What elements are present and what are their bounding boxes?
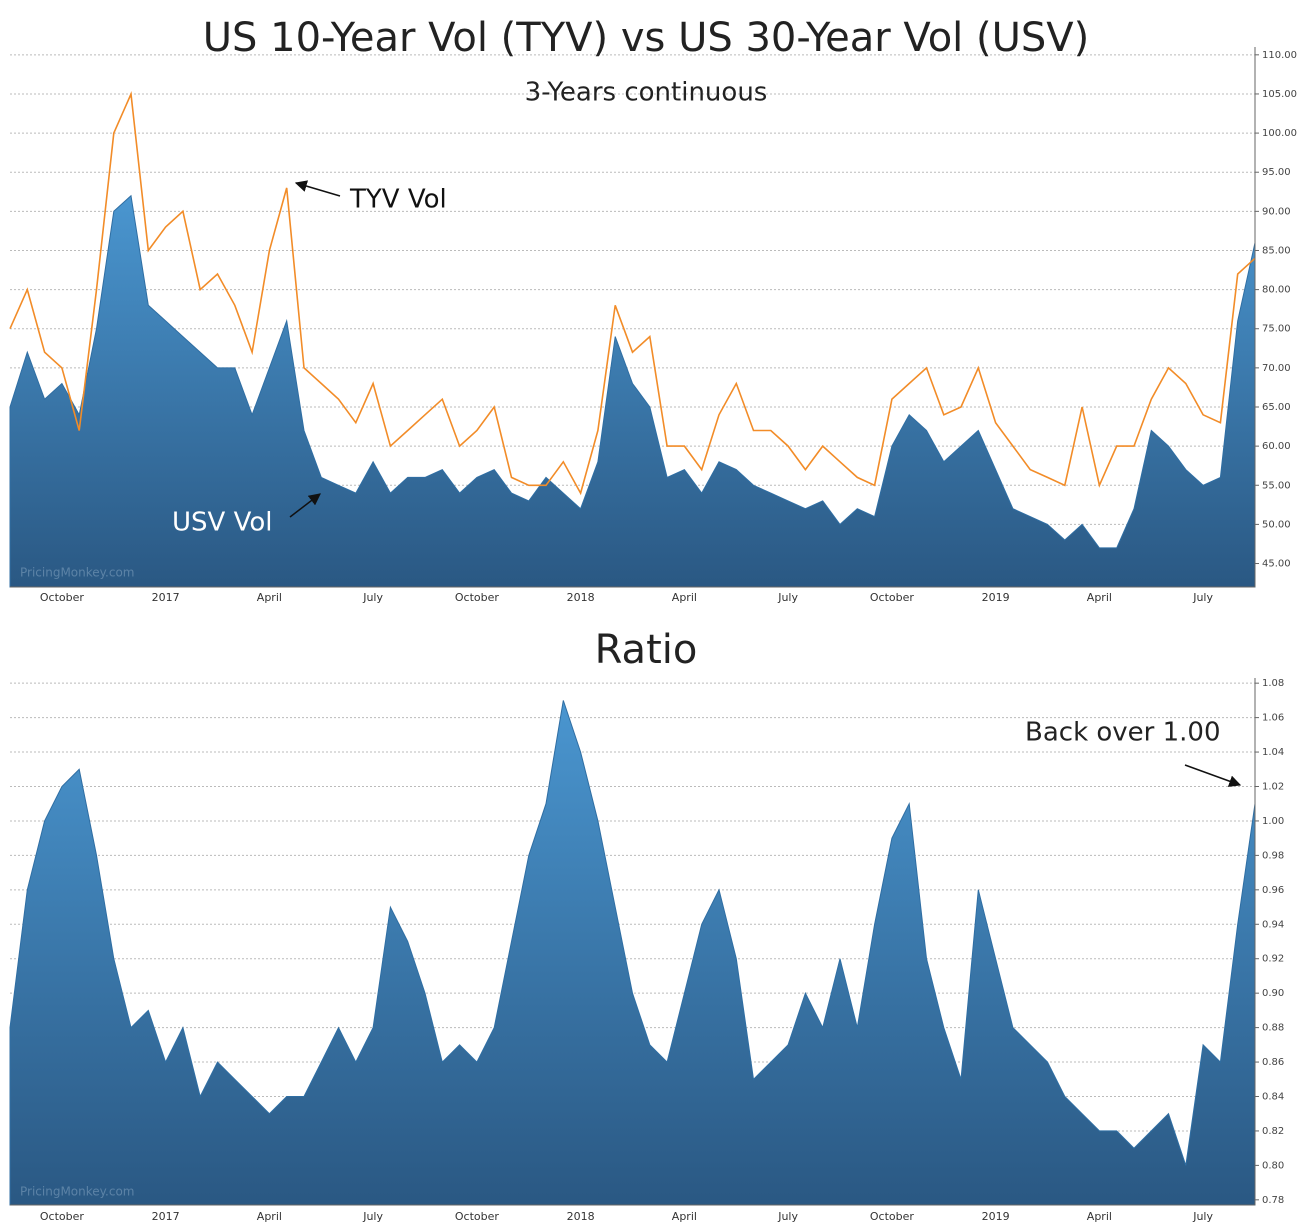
x-tick-label: July <box>1192 591 1213 604</box>
y-tick-label: 1.08 <box>1262 678 1284 689</box>
y-tick-label: 1.00 <box>1262 816 1284 827</box>
y-tick-label: 0.78 <box>1262 1195 1284 1206</box>
y-tick-label: 0.92 <box>1262 954 1284 965</box>
arrow <box>294 180 341 197</box>
y-tick-label: 95.00 <box>1262 167 1291 178</box>
y-tick-label: 1.04 <box>1262 747 1284 758</box>
y-tick-label: 1.02 <box>1262 782 1284 793</box>
y-tick-label: 100.00 <box>1262 128 1297 139</box>
watermark: PricingMonkey.com <box>20 566 135 580</box>
y-tick-label: 80.00 <box>1262 285 1291 296</box>
x-tick-label: October <box>40 591 84 604</box>
chart-subtitle: 3-Years continuous <box>525 78 768 108</box>
x-tick-label: October <box>870 591 914 604</box>
x-tick-label: October <box>40 1210 84 1223</box>
annotation: Back over 1.00 <box>1025 718 1221 748</box>
y-tick-label: 0.94 <box>1262 919 1284 930</box>
y-tick-label: 105.00 <box>1262 89 1297 100</box>
x-tick-label: 2017 <box>152 1210 180 1223</box>
y-tick-label: 85.00 <box>1262 245 1291 256</box>
x-tick-label: July <box>362 1210 383 1223</box>
y-tick-label: 55.00 <box>1262 480 1291 491</box>
y-tick-label: 0.90 <box>1262 988 1284 999</box>
y-tick-label: 70.00 <box>1262 363 1291 374</box>
y-tick-label: 75.00 <box>1262 324 1291 335</box>
y-tick-label: 0.80 <box>1262 1160 1284 1171</box>
y-tick-label: 50.00 <box>1262 519 1291 530</box>
y-tick-label: 90.00 <box>1262 206 1291 217</box>
y-tick-label: 0.98 <box>1262 850 1284 861</box>
x-tick-label: July <box>1192 1210 1213 1223</box>
line <box>9 90 1256 496</box>
x-tick-label: October <box>455 591 499 604</box>
y-tick-label: 0.86 <box>1262 1057 1284 1068</box>
y-tick-label: 110.00 <box>1262 50 1297 61</box>
y-tick-label: 0.84 <box>1262 1092 1284 1103</box>
chart-title: US 10-Year Vol (TYV) vs US 30-Year Vol (… <box>203 15 1089 61</box>
x-tick-label: April <box>257 591 282 604</box>
y-tick-label: 0.82 <box>1262 1126 1284 1137</box>
x-tick-label: April <box>1087 591 1112 604</box>
area <box>9 194 1256 588</box>
x-tick-label: April <box>672 1210 697 1223</box>
y-tick-label: 65.00 <box>1262 402 1291 413</box>
chart-title: Ratio <box>595 627 698 673</box>
x-tick-label: 2017 <box>152 591 180 604</box>
x-tick-label: July <box>362 591 383 604</box>
area <box>9 700 1256 1206</box>
x-tick-label: July <box>777 591 798 604</box>
x-tick-label: April <box>257 1210 282 1223</box>
x-tick-label: October <box>870 1210 914 1223</box>
y-tick-label: 45.00 <box>1262 559 1291 570</box>
annotation: USV Vol <box>172 508 272 538</box>
annotation: TYV Vol <box>349 185 447 215</box>
x-tick-label: 2018 <box>567 1210 595 1223</box>
y-tick-label: 60.00 <box>1262 441 1291 452</box>
arrow <box>1184 764 1242 787</box>
x-tick-label: 2019 <box>982 1210 1010 1223</box>
x-tick-label: 2018 <box>567 591 595 604</box>
arrow <box>289 493 321 518</box>
x-tick-label: 2019 <box>982 591 1010 604</box>
x-tick-label: October <box>455 1210 499 1223</box>
x-tick-label: April <box>1087 1210 1112 1223</box>
x-tick-label: April <box>672 591 697 604</box>
watermark: PricingMonkey.com <box>20 1185 135 1199</box>
y-tick-label: 0.96 <box>1262 885 1284 896</box>
x-tick-label: July <box>777 1210 798 1223</box>
y-tick-label: 0.88 <box>1262 1023 1284 1034</box>
y-tick-label: 1.06 <box>1262 713 1284 724</box>
